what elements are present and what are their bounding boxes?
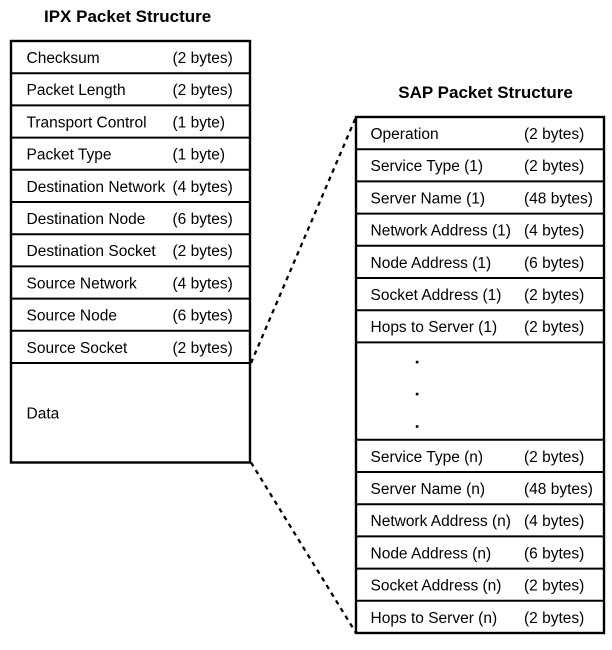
svg-text:Network Address (1): Network Address (1) <box>371 223 511 240</box>
svg-text:Socket Address (1): Socket Address (1) <box>371 287 502 304</box>
svg-text:Operation: Operation <box>371 126 439 143</box>
svg-text:Hops to Server (n): Hops to Server (n) <box>371 610 498 627</box>
svg-text:(6 bytes): (6 bytes) <box>173 308 233 325</box>
svg-text:Data: Data <box>27 406 60 423</box>
svg-text:Node Address (1): Node Address (1) <box>371 255 492 272</box>
svg-text:Service Type (1): Service Type (1) <box>371 158 484 175</box>
svg-text:(2 bytes): (2 bytes) <box>173 50 233 67</box>
svg-text:(2 bytes): (2 bytes) <box>524 126 584 143</box>
svg-text:(2 bytes): (2 bytes) <box>524 449 584 466</box>
svg-text:Destination Node: Destination Node <box>27 211 146 228</box>
svg-text:SAP Packet Structure: SAP Packet Structure <box>398 83 572 102</box>
svg-text:(1 byte): (1 byte) <box>173 147 226 164</box>
svg-text:(2 bytes): (2 bytes) <box>524 610 584 627</box>
svg-text:Transport Control: Transport Control <box>27 114 147 131</box>
svg-text:Destination Network: Destination Network <box>27 179 166 196</box>
svg-text:(2 bytes): (2 bytes) <box>524 287 584 304</box>
svg-text:(6 bytes): (6 bytes) <box>173 211 233 228</box>
svg-text:Destination Socket: Destination Socket <box>27 243 157 260</box>
svg-text:(48 bytes): (48 bytes) <box>524 190 593 207</box>
svg-text:(48 bytes): (48 bytes) <box>524 481 593 498</box>
svg-text:Source Network: Source Network <box>27 275 138 292</box>
svg-text:(4 bytes): (4 bytes) <box>524 223 584 240</box>
svg-text:(2 bytes): (2 bytes) <box>524 158 584 175</box>
svg-text:(6 bytes): (6 bytes) <box>524 255 584 272</box>
svg-text:(2 bytes): (2 bytes) <box>524 319 584 336</box>
svg-text:Node Address (n): Node Address (n) <box>371 545 492 562</box>
svg-text:(2 bytes): (2 bytes) <box>524 578 584 595</box>
svg-text:Socket Address (n): Socket Address (n) <box>371 578 502 595</box>
svg-text:Checksum: Checksum <box>27 50 100 67</box>
svg-text:(4 bytes): (4 bytes) <box>173 275 233 292</box>
svg-text:(2 bytes): (2 bytes) <box>173 82 233 99</box>
svg-text:Server Name (1): Server Name (1) <box>371 190 486 207</box>
svg-text:(2 bytes): (2 bytes) <box>173 340 233 357</box>
svg-text:(4 bytes): (4 bytes) <box>524 513 584 530</box>
svg-text:Source Node: Source Node <box>27 308 117 325</box>
svg-text:(2 bytes): (2 bytes) <box>173 243 233 260</box>
svg-text:IPX Packet Structure: IPX Packet Structure <box>44 7 211 26</box>
svg-text:Network Address (n): Network Address (n) <box>371 513 511 530</box>
svg-text:(1 byte): (1 byte) <box>173 114 226 131</box>
svg-text:(6 bytes): (6 bytes) <box>524 545 584 562</box>
svg-text:Packet Length: Packet Length <box>27 82 126 99</box>
svg-text:Source Socket: Source Socket <box>27 340 128 357</box>
svg-text:(4 bytes): (4 bytes) <box>173 179 233 196</box>
svg-text:Server Name (n): Server Name (n) <box>371 481 486 498</box>
svg-text:Hops to Server (1): Hops to Server (1) <box>371 319 498 336</box>
svg-text:Service Type (n): Service Type (n) <box>371 449 484 466</box>
svg-text:Packet Type: Packet Type <box>27 147 112 164</box>
